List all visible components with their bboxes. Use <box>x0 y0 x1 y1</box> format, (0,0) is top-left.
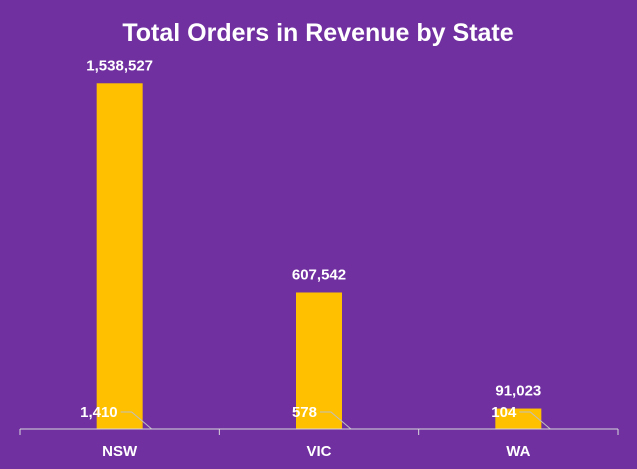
order-label-nsw: 1,410 <box>80 404 118 421</box>
plot-area: 1,538,527 1,410 NSW 607,542 578 VIC 91,023 104 W… <box>19 57 619 460</box>
value-label-nsw: 1,538,527 <box>86 57 153 74</box>
value-label-vic: 607,542 <box>292 266 346 283</box>
leader-line-nsw <box>120 411 152 430</box>
category-label-wa: WA <box>506 443 530 460</box>
bar-nsw <box>96 83 143 429</box>
category-label-nsw: NSW <box>102 443 138 460</box>
category-label-vic: VIC <box>306 443 331 460</box>
leader-line-wa <box>519 411 551 430</box>
order-label-wa: 104 <box>491 404 517 421</box>
value-label-wa: 91,023 <box>495 383 541 400</box>
leader-line-vic <box>320 411 352 430</box>
bar-wa <box>495 408 542 429</box>
bar-vic <box>296 292 342 429</box>
order-label-vic: 578 <box>292 404 317 421</box>
chart-title: Total Orders in Revenue by State <box>122 19 513 47</box>
